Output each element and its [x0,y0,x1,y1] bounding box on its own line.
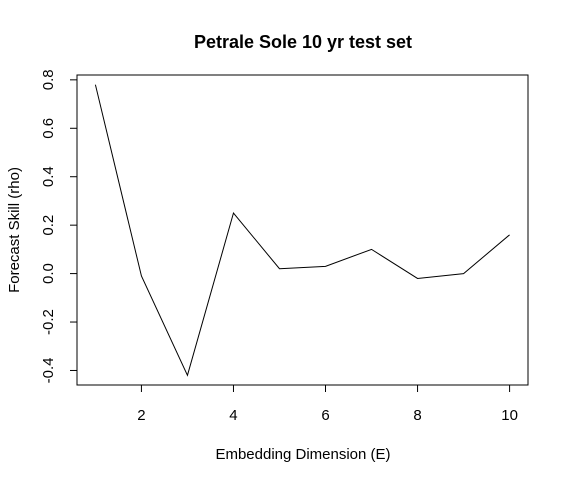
y-tick-label: -0.4 [40,358,57,384]
series-line [94,84,510,377]
y-tick-label: 0.6 [40,118,57,139]
y-tick-label: 0.8 [40,69,57,90]
y-axis-label: Forecast Skill (rho) [6,167,23,293]
y-tick-label: 0.0 [40,263,57,284]
x-axis-label: Embedding Dimension (E) [215,446,390,463]
x-tick-label: 2 [137,407,145,424]
x-tick-label: 4 [229,407,237,424]
y-tick-label: 0.2 [40,215,57,236]
x-tick-label: 8 [413,407,421,424]
x-tick-label: 6 [321,407,329,424]
plot-frame [76,74,529,386]
x-tick-label: 10 [501,407,518,424]
x-axis: 2 4 6 8 10 [95,384,518,424]
y-tick-label: 0.4 [40,166,57,187]
y-tick-label: -0.2 [40,309,57,335]
y-axis: -0.4 -0.2 0.0 0.2 0.4 0.6 0.8 [40,69,78,384]
chart-title: Petrale Sole 10 yr test set [194,32,412,52]
